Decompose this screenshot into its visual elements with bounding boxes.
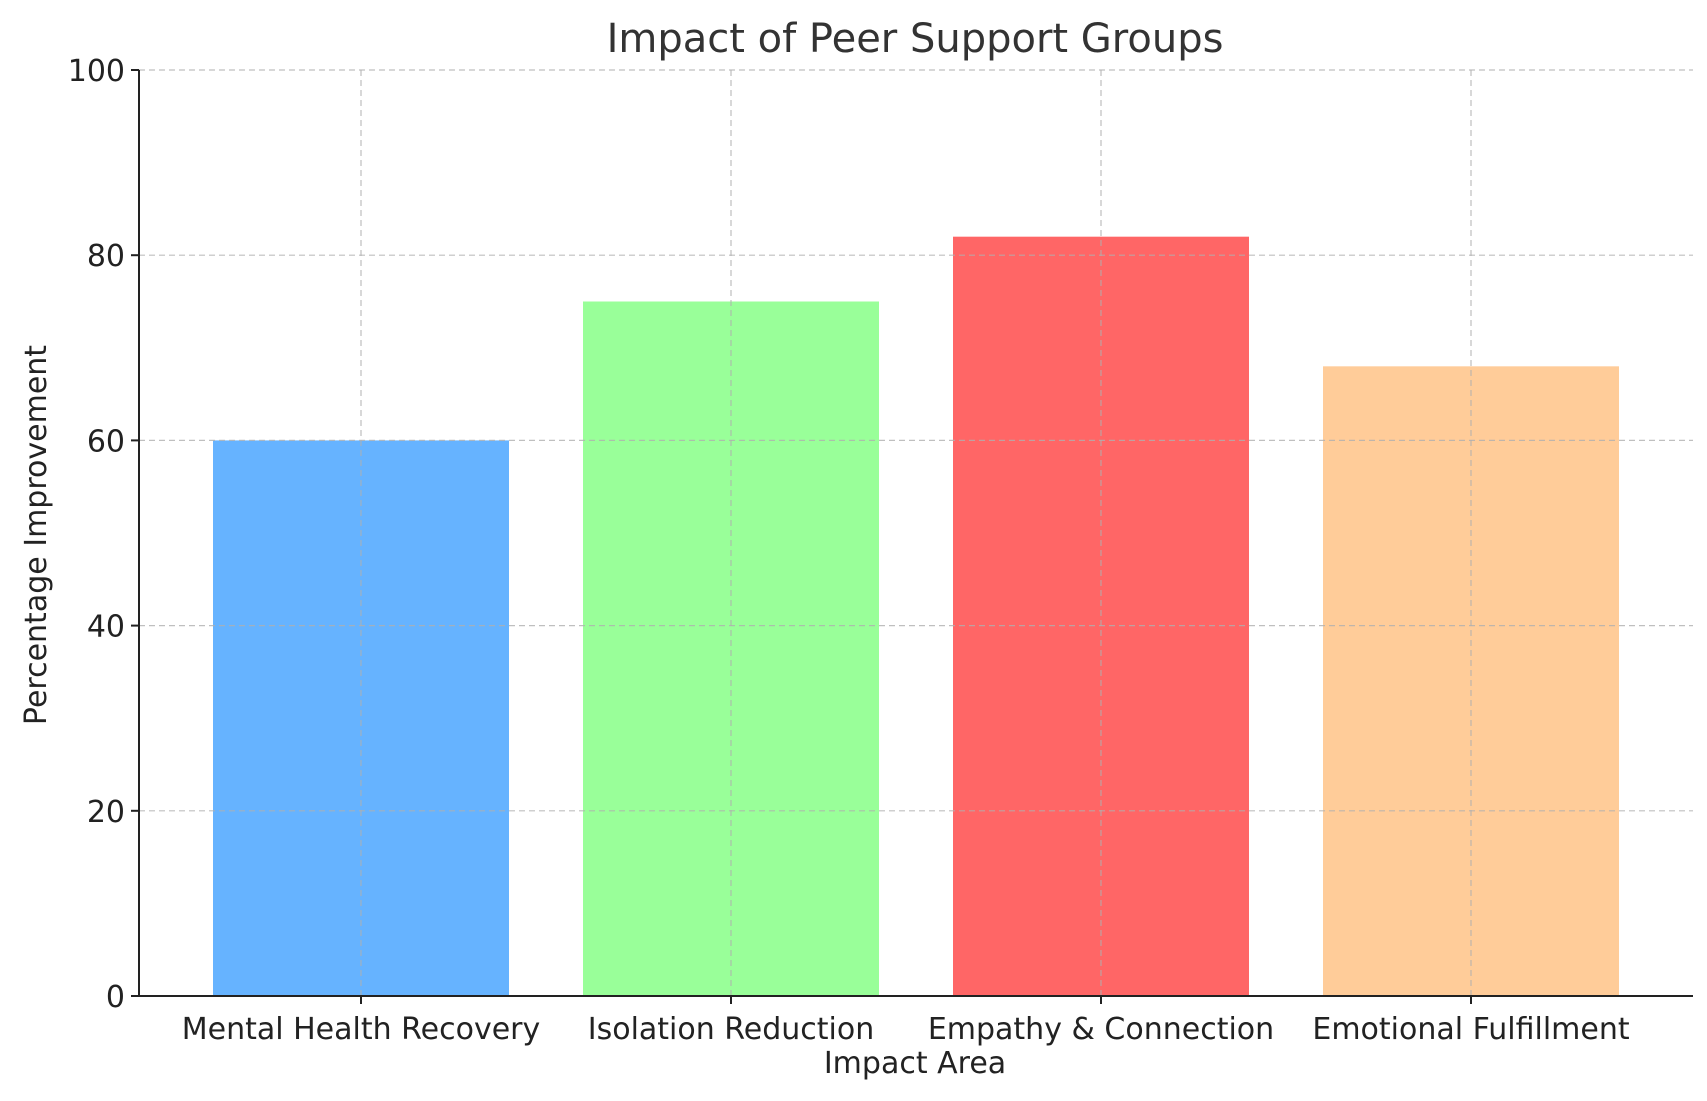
bars-layer xyxy=(213,236,1619,996)
y-tick-label-1: 0 xyxy=(106,980,125,1015)
y-axis-label: Percentage Improvement xyxy=(19,345,54,725)
x-tick-label-3: Empathy & Connection xyxy=(928,1012,1274,1047)
y-tick-label-3: 40 xyxy=(87,610,125,645)
x-axis-label: Impact Area xyxy=(824,1046,1006,1081)
axes-layer xyxy=(138,70,1693,997)
y-tick-label-2: 20 xyxy=(87,795,125,830)
x-tick-label-4: Emotional Fulfillment xyxy=(1312,1012,1629,1047)
ticks-layer: 0 20 40 60 80 100 Mental Health Recovery Isolat… xyxy=(68,54,1630,1047)
x-tick-label-2: Isolation Reduction xyxy=(588,1012,875,1047)
y-tick-label-4: 60 xyxy=(87,424,125,459)
chart-title: Impact of Peer Support Groups xyxy=(607,16,1224,62)
y-tick-label-5: 80 xyxy=(87,239,125,274)
y-tick-label-6: 100 xyxy=(68,54,125,89)
x-tick-label-1: Mental Health Recovery xyxy=(182,1012,541,1047)
